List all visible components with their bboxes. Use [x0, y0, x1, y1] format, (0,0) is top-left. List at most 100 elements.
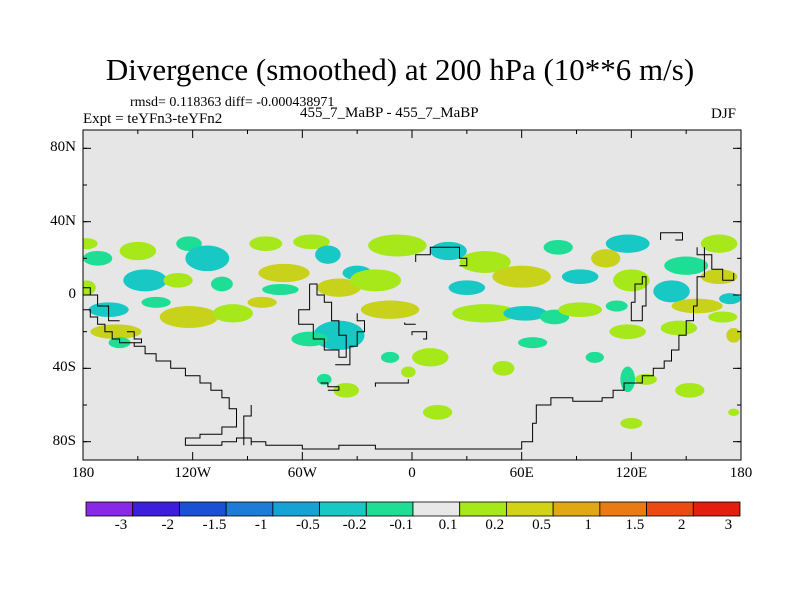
- divergence-contour-6: [123, 269, 168, 292]
- divergence-contour-29: [380, 351, 400, 363]
- divergence-contour-12: [159, 306, 219, 328]
- coastline-11: [660, 232, 683, 241]
- colorbar-swatch-1: [132, 501, 180, 517]
- divergence-contour-60: [719, 293, 741, 305]
- coastline-8: [411, 331, 428, 340]
- divergence-contour-53: [620, 417, 643, 429]
- y-tick-label: 40S: [52, 359, 76, 376]
- divergence-contour-17: [247, 296, 277, 308]
- y-tick-label: 80S: [52, 432, 76, 449]
- colorbar-label: 0.5: [532, 517, 551, 533]
- y-tick-label: 40N: [50, 212, 76, 229]
- coastline-2: [126, 331, 142, 344]
- divergence-contour-35: [448, 280, 486, 295]
- coastline-13: [404, 322, 416, 325]
- divergence-contour-32: [422, 405, 453, 420]
- coastline-6: [320, 382, 340, 391]
- colorbar-label: -0.5: [296, 517, 320, 533]
- divergence-contour-52: [634, 373, 657, 385]
- divergence-contour-62: [726, 328, 741, 343]
- divergence-contour-1: [83, 251, 113, 266]
- divergence-contour-51: [620, 366, 635, 393]
- experiment-label: Expt = teYFn3-teYFn2: [83, 111, 223, 127]
- colorbar-label: 3: [724, 517, 733, 533]
- divergence-contour-57: [660, 320, 698, 336]
- rmsd-diff-stats: rmsd= 0.118363 diff= -0.000438971: [130, 95, 335, 110]
- divergence-contour-16: [262, 284, 299, 295]
- map-background: [83, 130, 741, 460]
- divergence-contour-63: [675, 383, 705, 398]
- x-tick-label: 60W: [287, 465, 317, 481]
- divergence-contour-42: [543, 240, 573, 255]
- colorbar-swatch-11: [599, 501, 647, 517]
- divergence-contour-37: [492, 265, 551, 288]
- colorbar-label: 2: [677, 517, 686, 533]
- divergence-contour-9: [185, 245, 230, 272]
- colorbar-swatch-4: [272, 501, 320, 517]
- season-label: DJF: [711, 106, 737, 122]
- colorbar-swatch-3: [225, 501, 274, 517]
- colorbar-label: 1: [584, 517, 592, 533]
- coastline-9: [415, 246, 468, 267]
- divergence-contour-4: [90, 324, 142, 339]
- x-tick-label: 60E: [509, 465, 534, 481]
- coastline-4: [298, 283, 347, 358]
- coastline-3: [243, 247, 705, 450]
- y-tick-label: 80N: [50, 139, 76, 156]
- divergence-contour-47: [605, 234, 650, 253]
- divergence-contour-11: [210, 276, 233, 292]
- colorbar-swatch-2: [179, 501, 227, 517]
- divergence-contour-33: [430, 241, 467, 261]
- colorbar-label: -0.2: [342, 517, 367, 533]
- divergence-contour-13: [212, 304, 253, 323]
- divergence-contour-25: [333, 383, 359, 398]
- coastline-12: [696, 247, 735, 281]
- x-tick-label: 180: [71, 465, 95, 481]
- coastline-7: [374, 379, 409, 387]
- run-comparison-label: 455_7_MaBP - 455_7_MaBP: [300, 105, 479, 121]
- divergence-contour-54: [653, 280, 690, 303]
- divergence-contour-24: [316, 373, 332, 385]
- divergence-contour-14: [249, 236, 283, 252]
- colorbar-swatch-5: [319, 501, 367, 517]
- divergence-contour-31: [401, 366, 416, 378]
- x-tick-label: 0: [408, 465, 416, 481]
- colorbar-swatch-13: [692, 501, 741, 517]
- divergence-contour-46: [591, 249, 621, 268]
- colorbar-label: -1.5: [202, 517, 227, 533]
- coastline-10: [630, 276, 647, 322]
- divergence-contour-10: [163, 273, 193, 288]
- colorbar-label: 0.1: [438, 517, 458, 533]
- divergence-contour-48: [613, 269, 650, 292]
- plot-title: Divergence (smoothed) at 200 hPa (10**6 …: [105, 52, 695, 87]
- divergence-contour-58: [700, 234, 738, 253]
- divergence-contour-15: [258, 263, 310, 283]
- colorbar-swatch-10: [552, 501, 601, 517]
- divergence-contour-23: [291, 331, 328, 347]
- divergence-contour-27: [349, 269, 402, 292]
- colorbar-swatch-0: [85, 501, 134, 517]
- divergence-contour-5: [119, 241, 157, 261]
- colorbar-label: -0.1: [389, 517, 414, 533]
- divergence-contour-44: [558, 302, 603, 317]
- divergence-contour-26: [368, 234, 427, 257]
- coastline-5: [335, 313, 365, 366]
- divergence-contour-45: [585, 351, 604, 363]
- colorbar-swatch-7: [412, 501, 461, 517]
- colorbar-label: -3: [114, 517, 128, 533]
- colorbar-swatch-6: [365, 501, 414, 517]
- divergence-contour-39: [518, 337, 548, 349]
- divergence-contour-36: [452, 304, 519, 323]
- coastlines: [83, 232, 735, 450]
- divergence-contour-34: [459, 251, 511, 273]
- divergence-contour-7: [141, 296, 171, 308]
- x-tick-label: 120W: [174, 465, 211, 481]
- divergence-contour-30: [412, 348, 449, 367]
- colorbar-swatch-12: [646, 501, 694, 517]
- divergence-contour-18: [293, 234, 330, 250]
- divergence-contour-64: [728, 408, 740, 417]
- divergence-contour-49: [605, 300, 628, 312]
- divergence-contour-61: [708, 311, 738, 323]
- colorbar-label: -1: [254, 517, 268, 533]
- y-tick-label: 0: [68, 286, 77, 302]
